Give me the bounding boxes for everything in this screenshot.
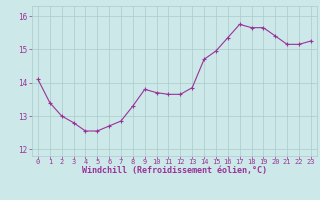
- X-axis label: Windchill (Refroidissement éolien,°C): Windchill (Refroidissement éolien,°C): [82, 166, 267, 175]
